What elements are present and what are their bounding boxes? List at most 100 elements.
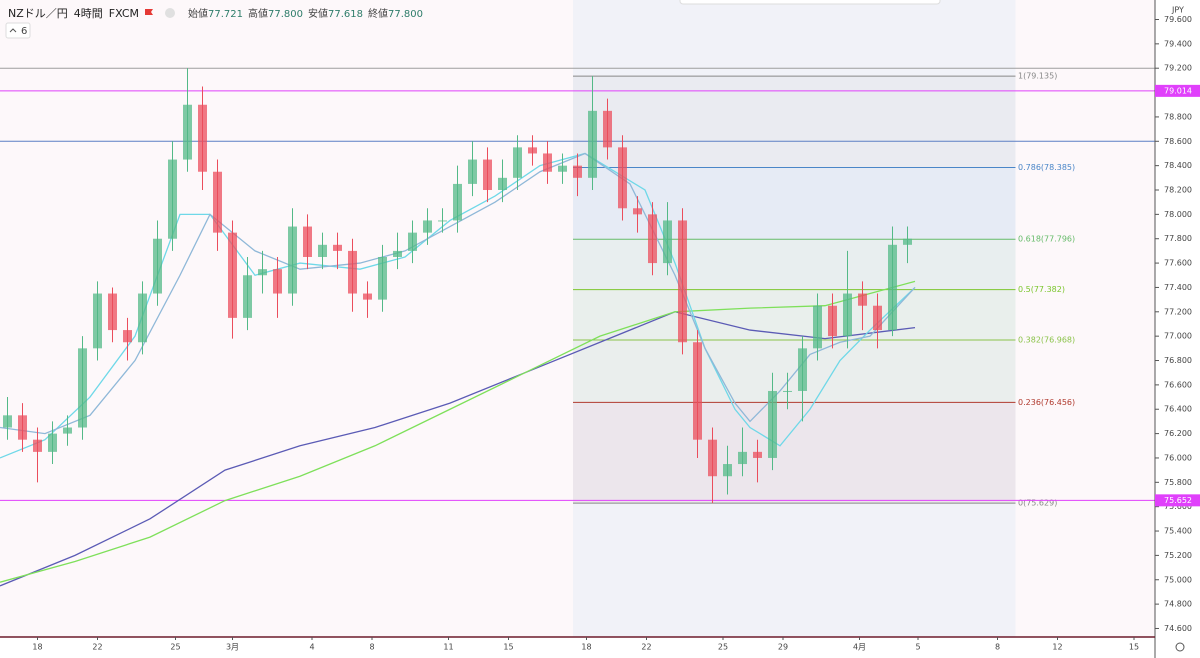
candle-body — [738, 451, 747, 465]
flag-icon[interactable] — [145, 9, 153, 15]
y-tick-label: 75.400 — [1164, 527, 1192, 536]
symbol: NZドル／円 4時間 FXCM — [8, 7, 139, 20]
candle-body — [303, 226, 312, 257]
fib-area — [573, 0, 1016, 637]
y-tick-label: 79.200 — [1164, 64, 1192, 73]
moving-average — [0, 311, 916, 587]
fib-label: 0.382(76.968) — [1018, 336, 1075, 345]
candle-body — [498, 177, 507, 191]
x-tick-label: 4月 — [853, 643, 866, 652]
candle-body — [618, 147, 627, 209]
candle-body — [348, 250, 357, 294]
chevron — [9, 28, 17, 33]
y-tick-label: 79.600 — [1164, 15, 1192, 24]
y-tick-label: 77.000 — [1164, 332, 1192, 341]
moving-average — [0, 280, 916, 583]
y-tick-label: 78.400 — [1164, 161, 1192, 170]
y-tick-label: 74.800 — [1164, 600, 1192, 609]
background — [573, 0, 1016, 637]
y-tick-label: 76.000 — [1164, 453, 1192, 462]
x-tick-label: 25 — [718, 643, 728, 652]
y-tick-label: 79.400 — [1164, 39, 1192, 48]
x-tick-label: 4 — [309, 643, 314, 652]
y-tick-label: 75.600 — [1164, 502, 1192, 511]
menu-button[interactable] — [165, 8, 175, 18]
candle-body — [483, 159, 492, 191]
source: FXCM — [109, 7, 139, 20]
ohlc-label: 高値 — [248, 7, 268, 20]
y-tick-label: 77.200 — [1164, 307, 1192, 316]
candle-body — [678, 220, 687, 343]
ohlc: 始値77.721 高値77.800 安値77.618 終値77.800 — [188, 7, 423, 20]
x-tick-label: 8 — [995, 643, 1000, 652]
candle-body — [723, 464, 732, 477]
candle-body — [93, 293, 102, 349]
x-tick-label: 22 — [641, 643, 651, 652]
candle-body — [78, 348, 87, 428]
fib-band — [573, 289, 1016, 341]
price-tag-label: 79.014 — [1164, 86, 1192, 95]
candle-body — [828, 305, 837, 337]
candle-body — [528, 147, 537, 154]
x-tick-label: 15 — [503, 643, 513, 652]
y-tick-label: 78.600 — [1164, 137, 1192, 146]
fib-band — [573, 167, 1016, 240]
x-tick-label: 3月 — [226, 643, 239, 652]
price-tag — [1155, 84, 1200, 97]
x-tick-label: 18 — [32, 643, 42, 652]
candle-body — [198, 104, 207, 172]
candle-body — [18, 415, 27, 440]
candle-body — [318, 244, 327, 257]
ohlc-label: 安値 — [308, 7, 328, 20]
candle-body — [783, 390, 792, 392]
candle-body — [393, 250, 402, 257]
x-tick-label: 5 — [915, 643, 920, 652]
y-tick-label: 78.000 — [1164, 210, 1192, 219]
candle-body — [378, 256, 387, 300]
candle-body — [168, 159, 177, 239]
x-tick-label: 29 — [778, 643, 788, 652]
indicator-count: 6 — [21, 26, 27, 37]
moving-average — [0, 152, 916, 459]
candle-body — [243, 275, 252, 318]
indicator-toggle[interactable] — [5, 22, 31, 39]
candle-body — [513, 147, 522, 178]
candle-body — [873, 305, 882, 331]
fib-label: 0.5(77.382) — [1018, 285, 1065, 294]
candle-body — [588, 110, 597, 178]
candle-body — [663, 220, 672, 264]
candle-body — [33, 439, 42, 452]
y-tick-label: 77.400 — [1164, 283, 1192, 292]
ohlc-value: 77.618 — [328, 9, 363, 20]
candle-body — [753, 451, 762, 458]
y-tick-label: 77.800 — [1164, 234, 1192, 243]
price-tag-label: 75.652 — [1164, 496, 1192, 505]
fib-band — [573, 340, 1016, 403]
y-tick-label: 76.800 — [1164, 356, 1192, 365]
candle-body — [228, 232, 237, 318]
settings-icon[interactable] — [1175, 642, 1185, 652]
currency: JPY — [1171, 6, 1184, 15]
candle-body — [363, 293, 372, 300]
ohlc-value: 77.721 — [208, 9, 243, 20]
ohlc-label: 始値 — [188, 7, 208, 20]
toolbar[interactable] — [679, 0, 941, 5]
x-tick-label: 12 — [1052, 643, 1062, 652]
y-tick-label: 77.600 — [1164, 259, 1192, 268]
candle-body — [288, 226, 297, 294]
candle-body — [888, 244, 897, 331]
candle-body — [48, 433, 57, 452]
candle-body — [903, 238, 912, 245]
candle-body — [438, 220, 447, 222]
y-tick-label: 75.800 — [1164, 478, 1192, 487]
candle-body — [603, 110, 612, 148]
time-axis — [0, 637, 1155, 658]
candle-body — [648, 214, 657, 264]
y-tick-label: 74.600 — [1164, 624, 1192, 633]
candle-body — [813, 305, 822, 349]
price-axis — [1155, 0, 1200, 658]
fib-label: 0.786(78.385) — [1018, 163, 1075, 172]
candle-body — [153, 238, 162, 294]
candle-body — [843, 293, 852, 337]
